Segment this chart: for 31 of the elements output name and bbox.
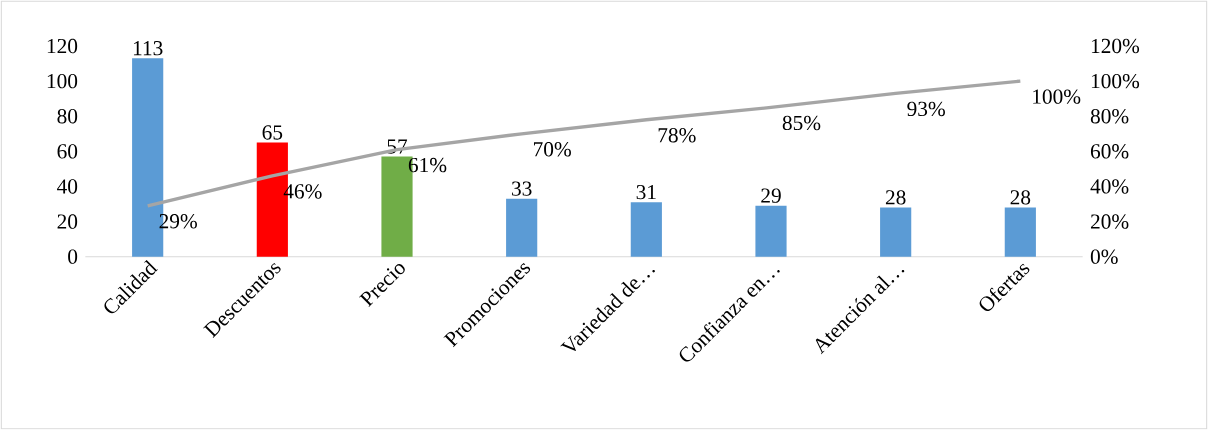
data-label: 100% bbox=[1033, 89, 1081, 104]
y-tick-label: 60 bbox=[57, 144, 78, 159]
y-tick-label: 100 bbox=[47, 73, 78, 89]
data-label: 28 bbox=[885, 190, 906, 205]
data-label: 31 bbox=[636, 184, 656, 200]
data-label: 113 bbox=[133, 41, 163, 56]
y2-tick-label: 100% bbox=[1091, 73, 1140, 89]
data-label: 65 bbox=[262, 125, 283, 140]
data-label: 78% bbox=[658, 128, 696, 143]
y2-tick-label: 120% bbox=[1091, 38, 1140, 54]
y-tick-label: 0 bbox=[68, 249, 78, 264]
data-label: 70% bbox=[534, 142, 571, 157]
data-label: 29 bbox=[761, 188, 781, 203]
y-tick-label: 120 bbox=[47, 38, 78, 54]
bar bbox=[630, 202, 662, 257]
data-label: 93% bbox=[907, 101, 945, 117]
y2-tick-label: 0% bbox=[1090, 249, 1118, 264]
data-label: 85% bbox=[782, 115, 821, 131]
y-tick-label: 80 bbox=[57, 109, 78, 124]
y2-tick-label: 20% bbox=[1090, 214, 1129, 229]
bar bbox=[755, 205, 787, 257]
bar bbox=[1004, 207, 1036, 257]
y2-tick-label: 40% bbox=[1090, 179, 1129, 194]
y-tick-label: 40 bbox=[57, 179, 78, 194]
bar bbox=[506, 198, 538, 257]
data-label: 33 bbox=[512, 181, 532, 196]
y2-tick-label: 60% bbox=[1090, 144, 1129, 159]
data-label: 28 bbox=[1010, 190, 1031, 205]
y2-tick-label: 80% bbox=[1090, 109, 1129, 124]
y-tick-label: 20 bbox=[57, 214, 78, 229]
bar bbox=[880, 207, 912, 257]
